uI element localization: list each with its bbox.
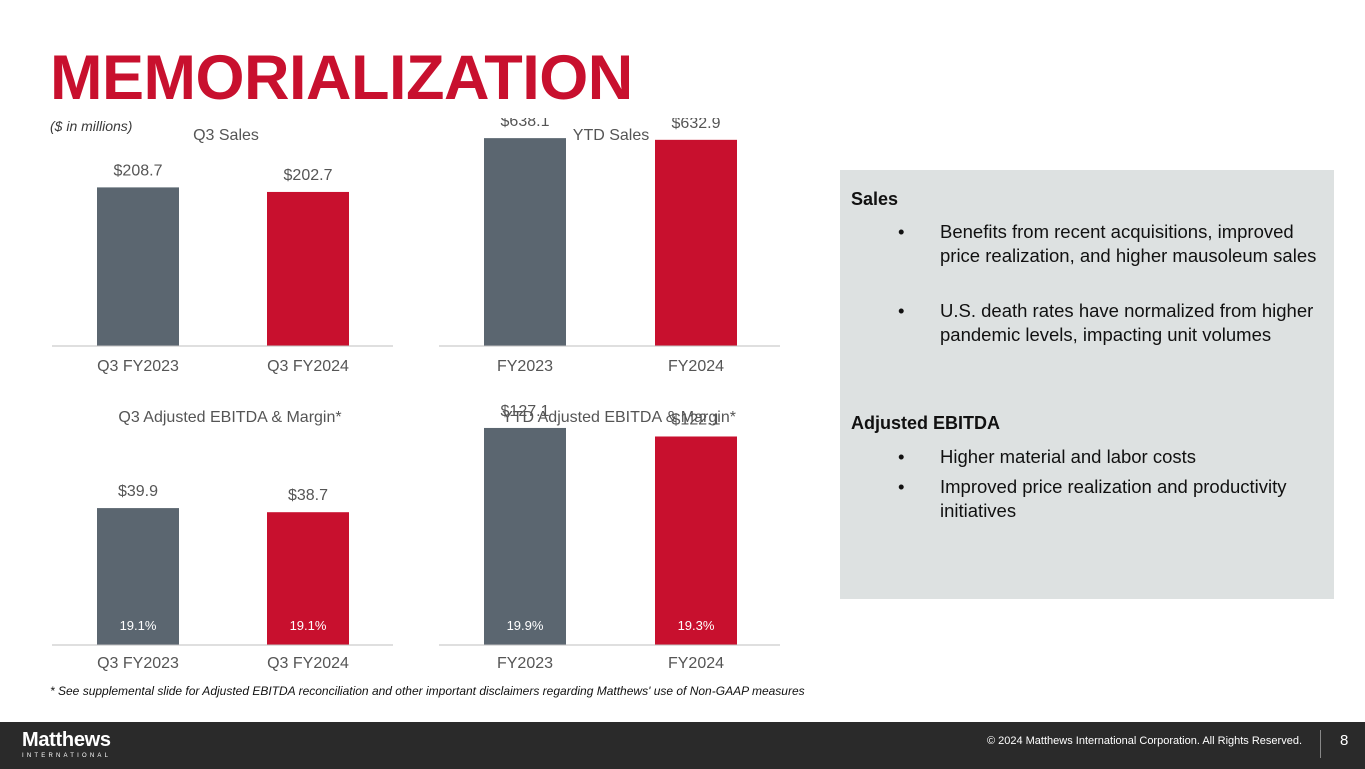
bar-current (267, 512, 349, 645)
category-label-prior: FY2023 (497, 358, 553, 375)
page-title: MEMORIALIZATION (50, 43, 633, 113)
value-label-current: $202.7 (284, 167, 333, 184)
margin-label-current: 19.1% (290, 618, 327, 633)
ebitda-bullet: • Improved price realization and product… (898, 475, 1298, 523)
commentary-panel: Sales • Benefits from recent acquisition… (840, 170, 1334, 599)
value-label-current: $632.9 (672, 118, 721, 132)
category-label-current: Q3 FY2024 (267, 655, 349, 672)
bar-prior (97, 508, 179, 645)
bullet-icon: • (898, 221, 905, 242)
bullet-icon: • (898, 446, 905, 467)
bullet-text: Benefits from recent acquisitions, impro… (940, 221, 1317, 266)
chart-title: Q3 Adjusted EBITDA & Margin* (118, 409, 341, 426)
footnote: * See supplemental slide for Adjusted EB… (50, 684, 805, 698)
chart-ytd-sales: YTD Sales $638.1 $632.9 FY2023 FY2024 (439, 118, 780, 375)
bar-current (655, 436, 737, 645)
bar-prior (484, 138, 566, 346)
page-number: 8 (1340, 732, 1349, 749)
units-note: ($ in millions) (50, 118, 133, 134)
margin-label-prior: 19.1% (120, 618, 157, 633)
value-label-prior: $638.1 (501, 118, 550, 130)
margin-label-current: 19.3% (678, 618, 715, 633)
chart-ytd-adjusted-ebitda: YTD Adjusted EBITDA & Margin* $127.1 $12… (439, 403, 780, 672)
margin-label-prior: 19.9% (507, 618, 544, 633)
bar-current (267, 191, 349, 346)
chart-title: YTD Sales (573, 127, 649, 144)
ebitda-heading: Adjusted EBITDA (851, 413, 1001, 433)
sales-bullet: • Benefits from recent acquisitions, imp… (898, 220, 1316, 292)
bar-current (655, 139, 737, 346)
ebitda-bullet: • Higher material and labor costs (898, 445, 1298, 469)
bullet-text: Improved price realization and productiv… (940, 476, 1287, 521)
chart-title: YTD Adjusted EBITDA & Margin* (502, 409, 736, 426)
matthews-logo: Matthews INTERNATIONAL (22, 728, 111, 760)
value-label-prior: $127.1 (501, 403, 550, 420)
category-label-current: Q3 FY2024 (267, 358, 349, 375)
footer-bar: Matthews INTERNATIONAL © 2024 Matthews I… (0, 722, 1365, 769)
category-label-prior: FY2023 (497, 655, 553, 672)
chart-q3-adjusted-ebitda: Q3 Adjusted EBITDA & Margin* $39.9 $38.7… (52, 409, 393, 672)
copyright: © 2024 Matthews International Corporatio… (986, 735, 1302, 747)
value-label-current: $122.1 (672, 411, 721, 428)
chart-q3-sales: Q3 Sales $208.7 $202.7 Q3 FY2023 Q3 FY20… (52, 127, 393, 375)
bullet-icon: • (898, 300, 905, 321)
bar-prior (484, 427, 566, 645)
bullet-text: U.S. death rates have normalized from hi… (940, 300, 1314, 345)
category-label-current: FY2024 (668, 358, 724, 375)
category-label-prior: Q3 FY2023 (97, 358, 179, 375)
sales-bullet: • U.S. death rates have normalized from … (898, 299, 1313, 371)
bullet-icon: • (898, 476, 905, 497)
sales-heading: Sales (851, 189, 899, 209)
footer-divider (1320, 730, 1321, 758)
value-label-current: $38.7 (288, 487, 328, 504)
value-label-prior: $208.7 (114, 162, 163, 179)
category-label-current: FY2024 (668, 655, 724, 672)
logo-subtitle: INTERNATIONAL (22, 753, 112, 759)
bar-prior (97, 187, 179, 346)
value-label-prior: $39.9 (118, 483, 158, 500)
chart-title: Q3 Sales (193, 127, 259, 144)
bullet-text: Higher material and labor costs (940, 446, 1197, 467)
category-label-prior: Q3 FY2023 (97, 655, 179, 672)
logo-wordmark: Matthews (22, 729, 111, 751)
